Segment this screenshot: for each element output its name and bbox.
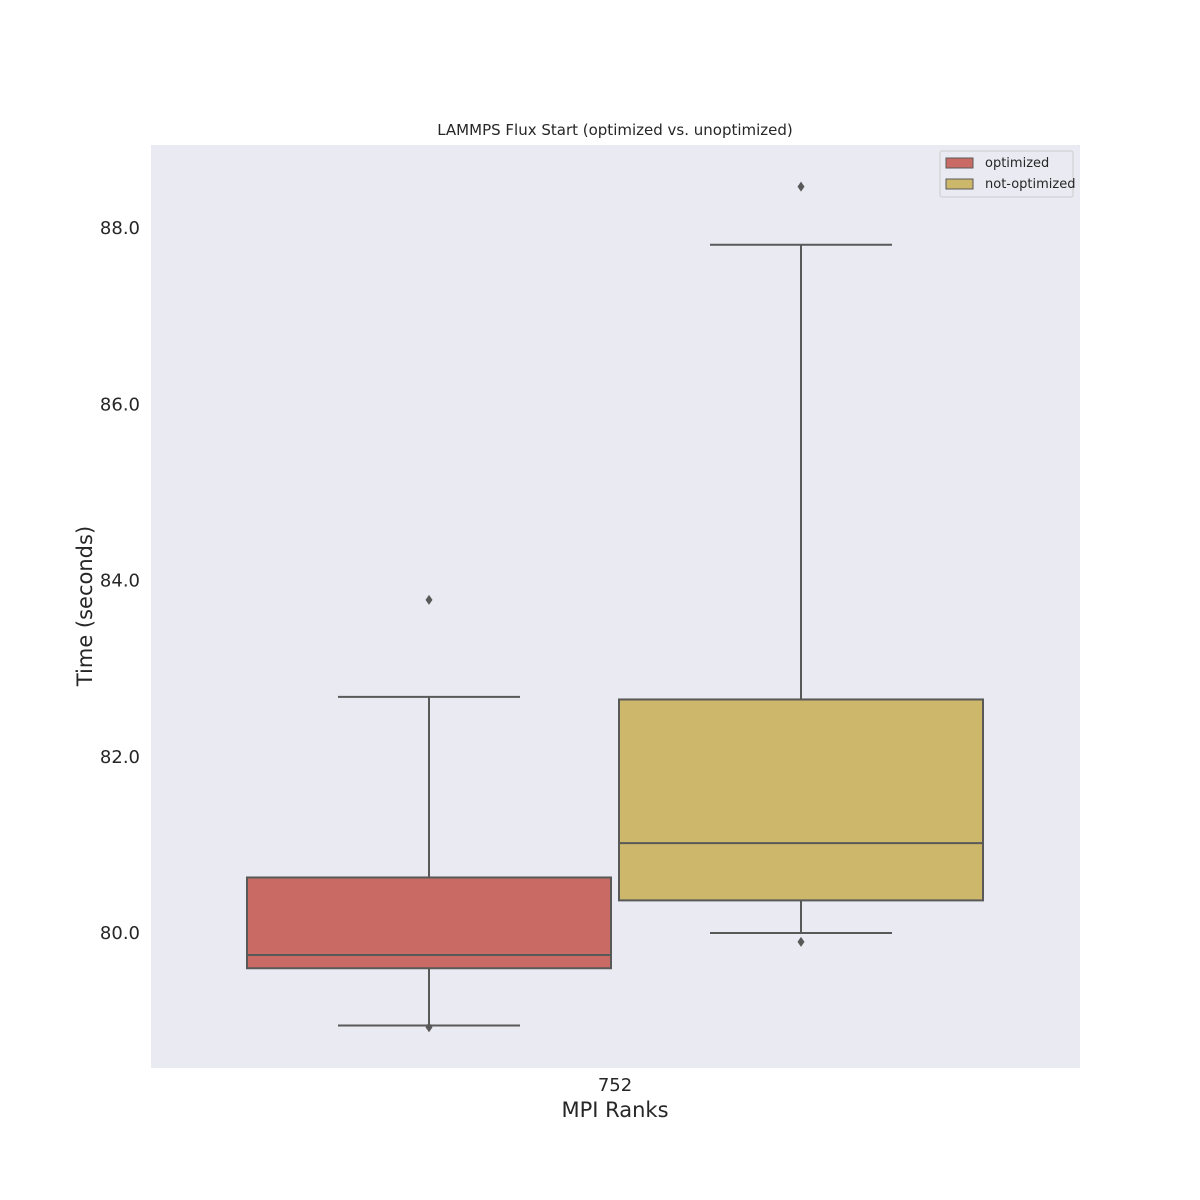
y-tick-label: 80.0 [100,923,140,944]
legend: optimized not-optimized [939,150,1076,198]
box-not-optimized [618,181,984,947]
box-optimized [246,594,612,1033]
boxes [246,181,984,1033]
x-axis-label: MPI Ranks [561,1098,668,1122]
legend-label: not-optimized [985,177,1076,192]
y-tick-label: 84.0 [100,571,140,592]
legend-swatch [945,178,974,190]
iqr-box [246,876,612,970]
outlier-point [425,594,433,605]
y-tick-label: 88.0 [100,218,140,239]
chart-title: LAMMPS Flux Start (optimized vs. unoptim… [437,121,793,139]
y-axis-label: Time (seconds) [73,526,97,687]
y-tick-label: 82.0 [100,747,140,768]
y-axis-ticks: 80.0 82.0 84.0 86.0 88.0 [100,218,140,944]
y-tick-label: 86.0 [100,394,140,415]
x-axis-ticks: 752 [598,1075,632,1096]
outlier-point [797,936,805,947]
outlier-point [425,1022,433,1033]
iqr-box [618,698,984,902]
x-tick-label: 752 [598,1075,632,1096]
legend-label: optimized [985,156,1049,171]
legend-swatch [945,157,974,169]
outlier-point [797,181,805,192]
